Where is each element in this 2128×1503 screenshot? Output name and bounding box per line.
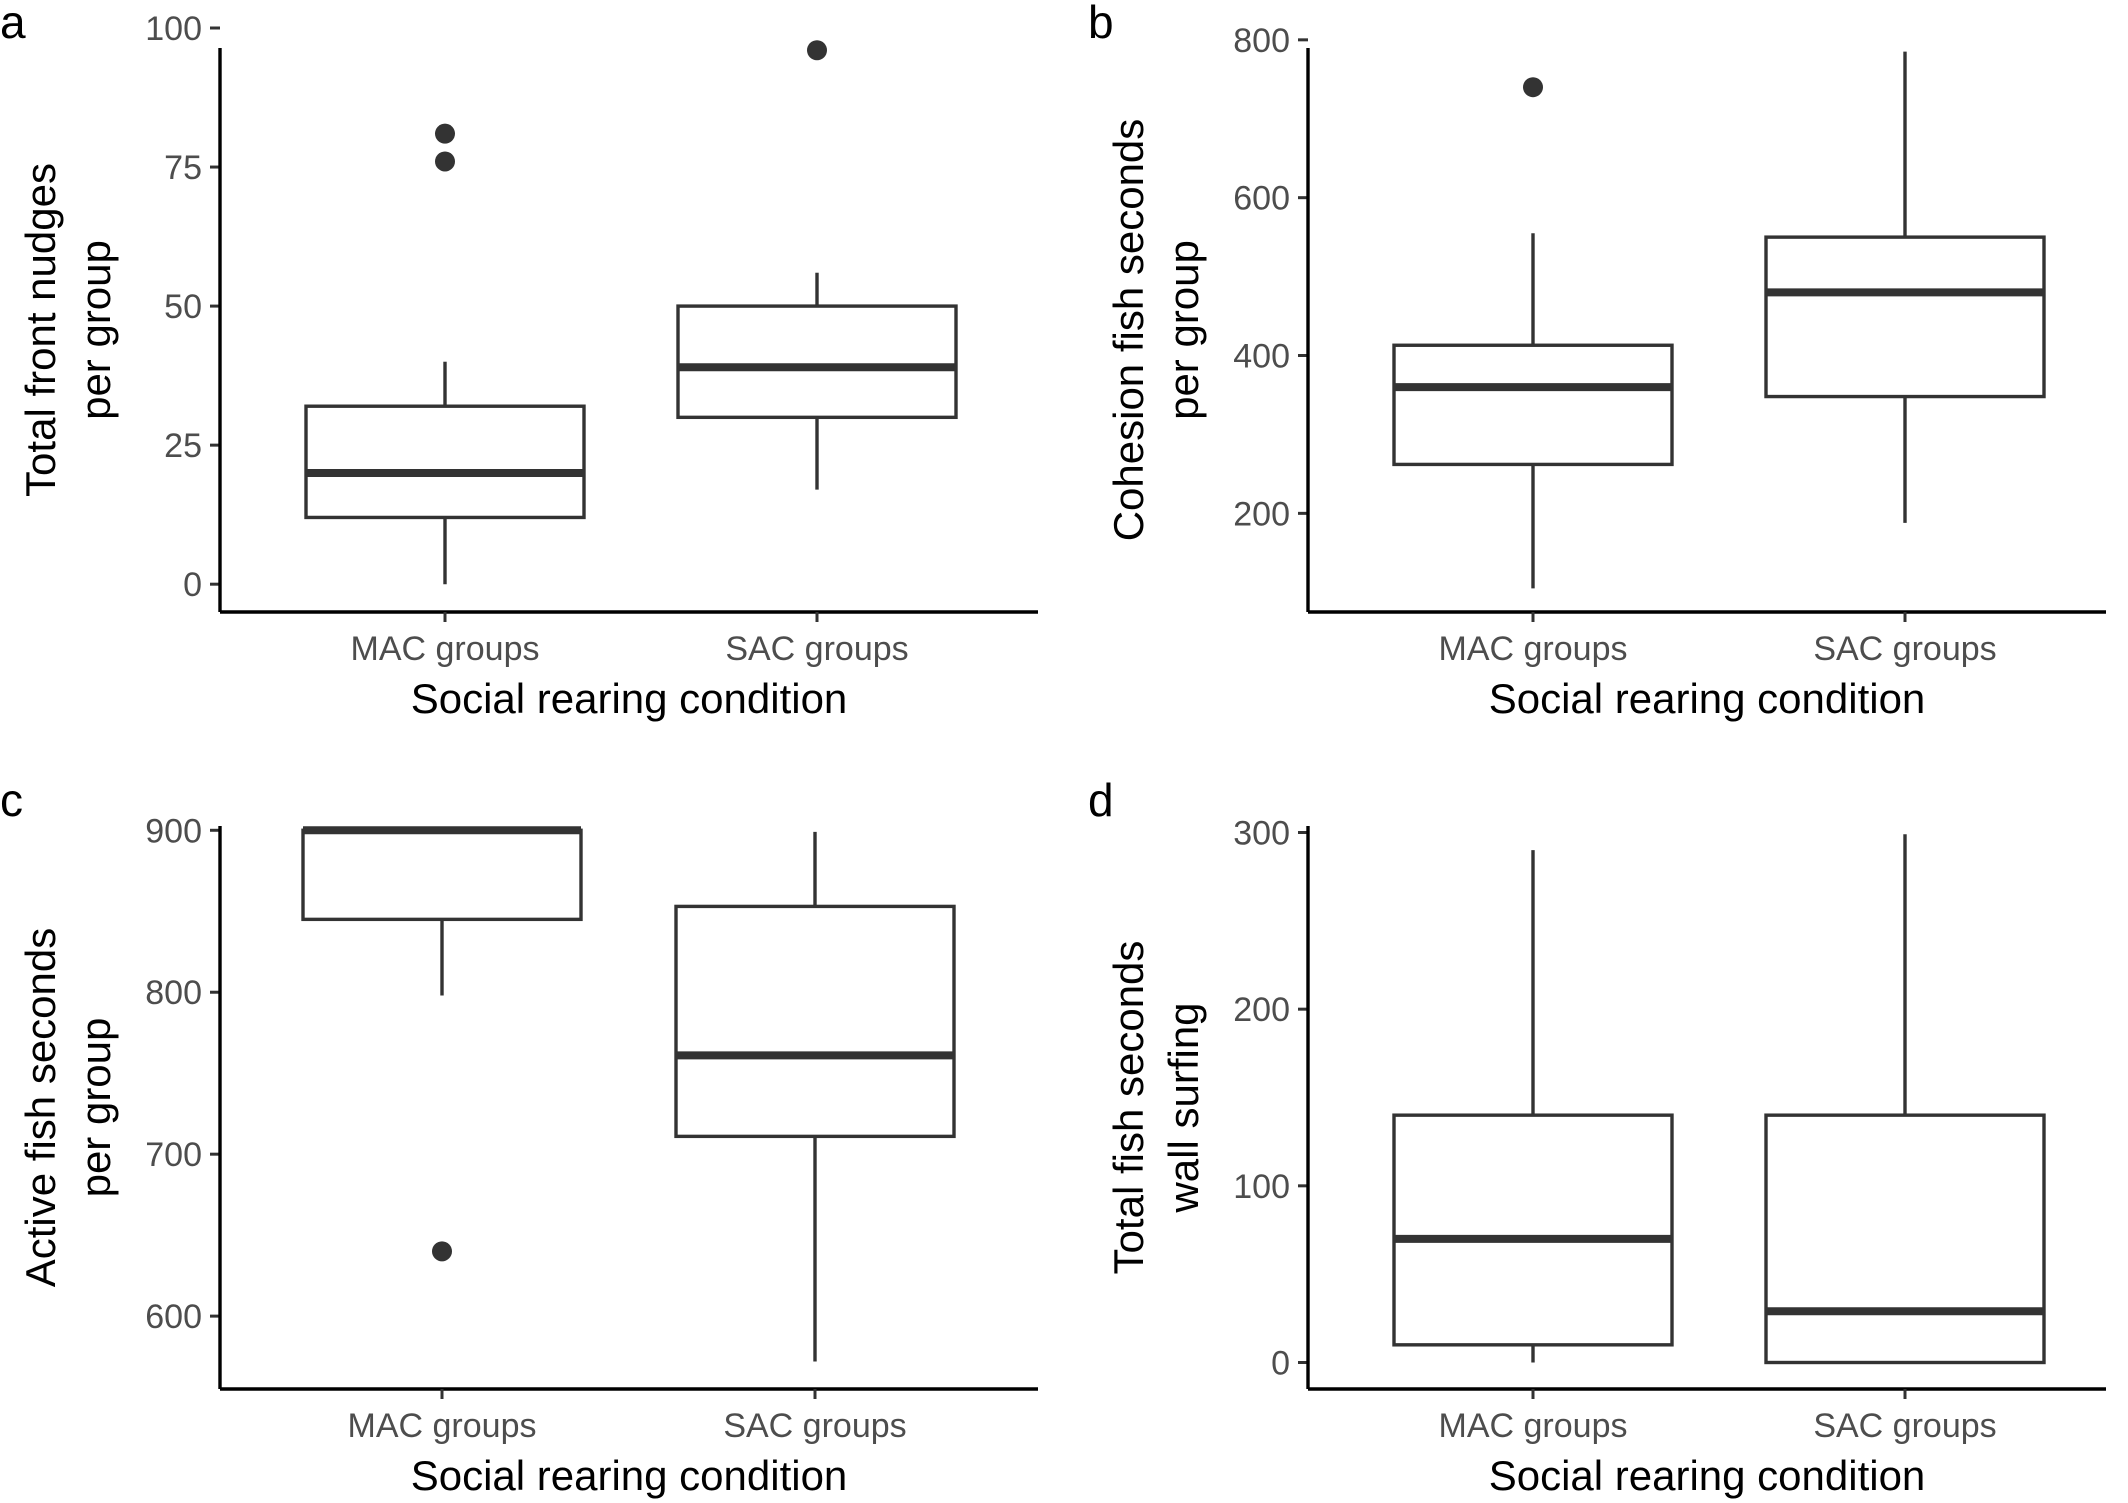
iqr-box	[1764, 1113, 2046, 1365]
y-tick-label: 0	[1271, 1345, 1290, 1383]
panel-letter: c	[0, 774, 23, 826]
y-tick-label: 300	[1233, 815, 1290, 853]
y-tick-label: 400	[1233, 338, 1290, 376]
panel-d: d 0 100 200 300 MAC groups SAC groups Social re…	[1088, 774, 2106, 1499]
y-tick-label: 75	[164, 149, 202, 187]
iqr-box	[676, 304, 958, 420]
y-axis-title-line: per group	[72, 1018, 119, 1198]
iqr-box	[1392, 343, 1674, 467]
y-axis-title-line: per group	[1160, 240, 1207, 420]
y-axis-title-line: Active fish seconds	[17, 928, 64, 1288]
x-axis-title: Social rearing condition	[1489, 1452, 1926, 1499]
panel-c: c 600 700 800 900 MAC groups SAC groups Social …	[0, 774, 1038, 1499]
outlier-point	[807, 40, 827, 61]
panel-letter: b	[1088, 0, 1114, 48]
iqr-box	[301, 828, 583, 922]
y-tick-label: 600	[1233, 180, 1290, 218]
y-axis-title-line: per group	[72, 240, 119, 420]
y-tick-label: 50	[164, 288, 202, 326]
y-tick-label: 700	[145, 1136, 202, 1174]
y-tick-label: 900	[145, 812, 202, 850]
x-tick-label: MAC groups	[351, 630, 540, 668]
box-mac	[301, 826, 583, 1262]
box-sac	[674, 831, 956, 1362]
outlier-point	[432, 1241, 452, 1262]
x-axis-title: Social rearing condition	[1489, 675, 1926, 722]
x-tick-label: MAC groups	[1439, 630, 1628, 668]
y-tick-label: 600	[145, 1298, 202, 1336]
outlier-point	[435, 151, 455, 172]
y-tick-label: 200	[1233, 495, 1290, 533]
y-tick-label: 100	[1233, 1168, 1290, 1206]
iqr-box	[674, 904, 956, 1139]
iqr-box	[1392, 1113, 1674, 1347]
y-axis-title-line: Cohesion fish seconds	[1105, 119, 1152, 542]
box-mac	[304, 123, 586, 585]
panel-letter: d	[1088, 774, 1114, 826]
y-tick-label: 25	[164, 427, 202, 465]
x-tick-label: SAC groups	[725, 630, 908, 668]
panel-b: b 200 400 600 800 MAC groups SAC groups Social …	[1088, 0, 2106, 722]
y-tick-label: 200	[1233, 991, 1290, 1029]
box-mac	[1392, 850, 1674, 1363]
panel-a: a 0 25 50 75 100 MAC groups SAC groups Social re…	[0, 0, 1038, 722]
y-axis-title-line: Total front nudges	[17, 163, 64, 497]
x-axis-title: Social rearing condition	[411, 675, 848, 722]
outlier-point	[435, 123, 455, 144]
x-tick-label: MAC groups	[348, 1407, 537, 1445]
outlier-point	[1523, 77, 1543, 98]
box-sac	[1764, 834, 2046, 1365]
y-tick-label: 800	[145, 974, 202, 1012]
iqr-box	[1764, 235, 2046, 399]
box-mac	[1392, 77, 1674, 589]
panel-letter: a	[0, 0, 26, 48]
y-tick-label: 0	[183, 566, 202, 604]
y-tick-label: 100	[145, 10, 202, 48]
box-sac	[676, 40, 958, 490]
iqr-box	[304, 404, 586, 520]
x-tick-label: SAC groups	[1813, 630, 1996, 668]
x-axis-title: Social rearing condition	[411, 1452, 848, 1499]
y-axis-title-line: Total fish seconds	[1105, 941, 1152, 1275]
y-tick-label: 800	[1233, 22, 1290, 60]
y-axis-title-line: wall surfing	[1160, 1002, 1207, 1213]
x-tick-label: SAC groups	[1813, 1407, 1996, 1445]
x-tick-label: SAC groups	[723, 1407, 906, 1445]
x-tick-label: MAC groups	[1439, 1407, 1628, 1445]
box-sac	[1764, 51, 2046, 523]
